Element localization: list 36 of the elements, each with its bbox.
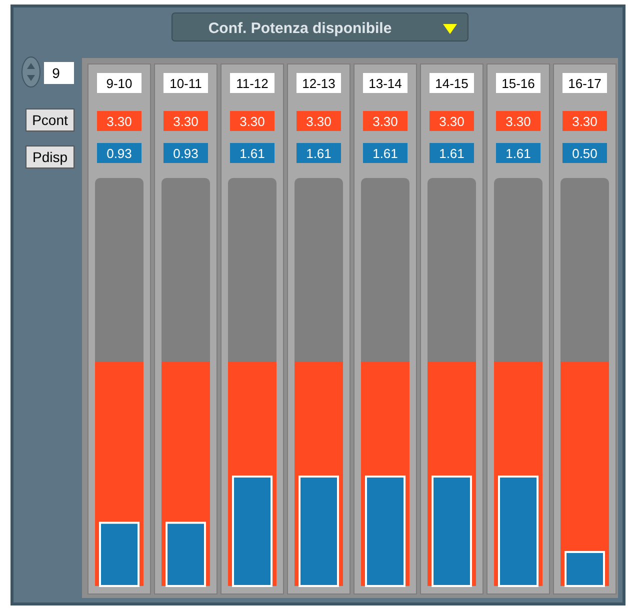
x-tick-label: 11-12 bbox=[236, 76, 268, 91]
x-tick-label: 14-15 bbox=[435, 76, 468, 91]
bar bbox=[99, 522, 140, 587]
legend-label: Pcont bbox=[32, 112, 68, 128]
data-label: 3.30 bbox=[572, 114, 598, 129]
x-tick-label: 9-10 bbox=[106, 76, 132, 91]
x-tick-label: 10-11 bbox=[170, 76, 202, 91]
data-label: 3.30 bbox=[372, 114, 398, 129]
data-label: 0.93 bbox=[106, 146, 132, 161]
data-label: 3.30 bbox=[439, 114, 464, 129]
bar bbox=[365, 476, 406, 587]
bar bbox=[232, 476, 272, 587]
bar bbox=[166, 522, 206, 587]
data-label: 1.61 bbox=[240, 146, 265, 161]
bar bbox=[298, 476, 339, 587]
data-label: 1.61 bbox=[439, 146, 464, 161]
text: 9 bbox=[52, 65, 60, 81]
data-label: 3.30 bbox=[173, 114, 198, 129]
bar bbox=[564, 551, 605, 587]
x-tick-label: 16-17 bbox=[568, 76, 602, 91]
legend-label: Pdisp bbox=[32, 149, 68, 165]
data-label: 3.30 bbox=[106, 114, 132, 129]
bar bbox=[432, 476, 472, 587]
data-label: 0.50 bbox=[572, 146, 598, 161]
data-label: 1.61 bbox=[506, 146, 531, 161]
data-label: 0.93 bbox=[173, 146, 198, 161]
chart-title: Conf. Potenza disponibile bbox=[208, 20, 392, 37]
x-tick-label: 15-16 bbox=[502, 76, 535, 91]
data-label: 1.61 bbox=[372, 146, 398, 161]
data-label: 3.30 bbox=[506, 114, 531, 129]
data-label: 3.30 bbox=[240, 114, 265, 129]
bar bbox=[498, 476, 538, 587]
data-label: 3.30 bbox=[306, 114, 332, 129]
data-label: 1.61 bbox=[306, 146, 332, 161]
x-tick-label: 13-14 bbox=[368, 76, 402, 91]
x-tick-label: 12-13 bbox=[302, 76, 336, 91]
